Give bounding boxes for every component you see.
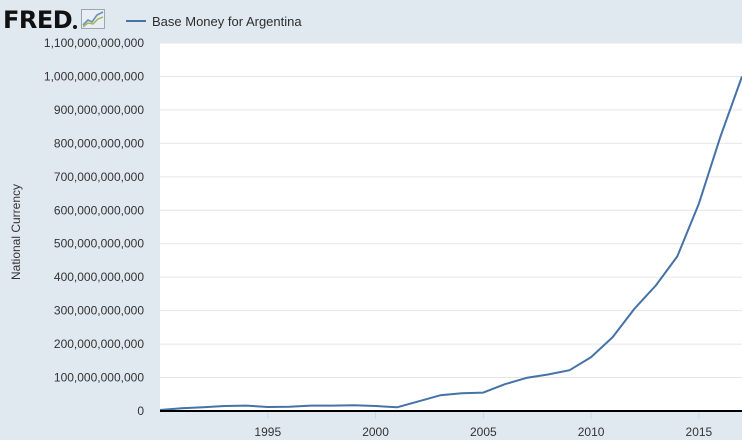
data-point[interactable]	[567, 367, 573, 373]
y-tick-label: 800,000,000,000	[54, 136, 144, 150]
chart-header: FRED Base Money for Argentina	[0, 0, 742, 40]
y-tick-label: 900,000,000,000	[54, 103, 144, 117]
grid-lines	[160, 42, 742, 379]
y-axis-label: National Currency	[9, 184, 23, 280]
data-point[interactable]	[696, 201, 702, 207]
y-tick-label: 400,000,000,000	[54, 270, 144, 284]
x-tick-label: 2000	[362, 425, 389, 439]
logo-dot	[73, 25, 78, 29]
data-point[interactable]	[308, 403, 314, 409]
data-point[interactable]	[200, 404, 206, 410]
x-tick-label: 2015	[686, 425, 713, 439]
data-point[interactable]	[610, 334, 616, 340]
data-point[interactable]	[416, 398, 422, 404]
y-tick-label: 0	[137, 404, 144, 418]
data-point[interactable]	[717, 134, 723, 140]
data-point[interactable]	[459, 390, 465, 396]
fred-logo[interactable]: FRED	[3, 5, 106, 35]
x-tick-label: 2010	[578, 425, 605, 439]
fred-logo-text: FRED	[3, 6, 73, 34]
data-point[interactable]	[502, 381, 508, 387]
y-tick-label: 200,000,000,000	[54, 337, 144, 351]
data-point[interactable]	[653, 283, 659, 289]
x-tick-label: 1995	[254, 425, 281, 439]
y-tick-label: 500,000,000,000	[54, 237, 144, 251]
x-tick-label: 2005	[470, 425, 497, 439]
y-tick-label: 100,000,000,000	[54, 371, 144, 385]
legend-swatch	[126, 20, 146, 22]
data-point[interactable]	[545, 372, 551, 378]
data-point[interactable]	[373, 403, 379, 409]
data-point[interactable]	[286, 404, 292, 410]
data-point[interactable]	[351, 402, 357, 408]
x-axis-ticks: 1995 2000 2005 2010 2015	[254, 411, 713, 439]
data-point[interactable]	[631, 306, 637, 312]
data-point[interactable]	[243, 403, 249, 409]
series-layer	[159, 76, 742, 411]
data-point[interactable]	[222, 403, 228, 409]
series-line[interactable]	[159, 76, 742, 411]
data-point[interactable]	[437, 392, 443, 398]
y-tick-label: 700,000,000,000	[54, 170, 144, 184]
data-point[interactable]	[588, 354, 594, 360]
data-point[interactable]	[329, 403, 335, 409]
data-point[interactable]	[480, 390, 486, 396]
data-point[interactable]	[394, 404, 400, 410]
fred-chart-icon	[81, 9, 106, 29]
data-point[interactable]	[265, 404, 271, 410]
data-point[interactable]	[674, 253, 680, 259]
plot-area	[160, 43, 742, 411]
legend-label: Base Money for Argentina	[152, 13, 302, 29]
chart-legend: Base Money for Argentina	[126, 12, 302, 30]
y-axis-ticks: 0 100,000,000,000 200,000,000,000 300,000,0…	[44, 36, 144, 418]
y-tick-label: 600,000,000,000	[54, 203, 144, 217]
y-tick-label: 1,100,000,000,000	[44, 36, 144, 50]
data-point[interactable]	[523, 375, 529, 381]
y-tick-label: 300,000,000,000	[54, 304, 144, 318]
y-tick-label: 1,000,000,000,000	[44, 69, 144, 83]
